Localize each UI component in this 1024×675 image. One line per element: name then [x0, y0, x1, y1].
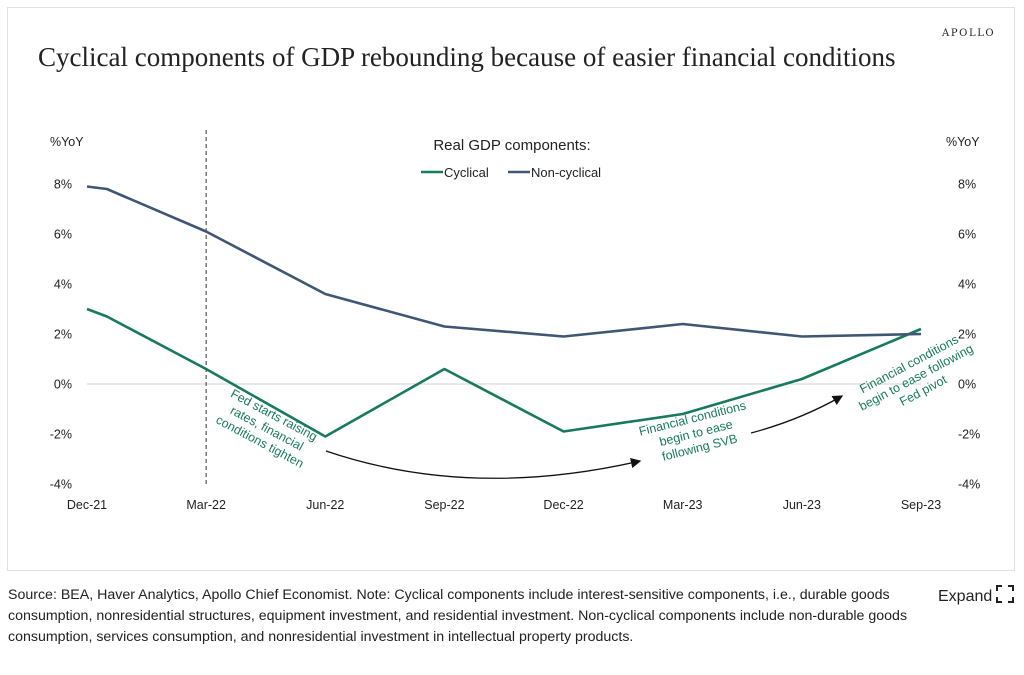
- y-tick-left: 0%: [54, 378, 72, 392]
- chart-card: [7, 7, 1015, 571]
- y-tick-right: 6%: [958, 228, 976, 242]
- x-tick-label: Jun-23: [783, 498, 821, 512]
- y-tick-right: 4%: [958, 278, 976, 292]
- y-tick-right: -4%: [958, 478, 980, 492]
- series-line-non-cyclical: [86, 185, 922, 338]
- legend-title: Real GDP components:: [433, 137, 590, 154]
- x-tick-label: Sep-23: [901, 498, 941, 512]
- y-tick-left: 4%: [54, 278, 72, 292]
- left-axis-unit: %YoY: [50, 135, 84, 149]
- x-tick-label: Mar-22: [186, 498, 226, 512]
- annotation-1: Fed starts raisingrates, financialcondit…: [214, 386, 321, 471]
- arrow-svb: [325, 450, 642, 479]
- y-tick-right: 2%: [958, 328, 976, 342]
- legend-label-cyclical: Cyclical: [444, 165, 489, 180]
- chart-svg: %YoY %YoY 8% 8% 6% 6% 4% 4% 2% 2% 0% 0% -2% -2% -4% -4%…: [50, 130, 980, 512]
- brand-logo: APOLLO: [942, 28, 996, 39]
- x-tick-label: Sep-22: [424, 498, 464, 512]
- source-note: Source: BEA, Haver Analytics, Apollo Chi…: [8, 587, 908, 645]
- x-tick-label: Dec-21: [67, 498, 107, 512]
- y-tick-right: -2%: [958, 428, 980, 442]
- x-tick-label: Dec-22: [543, 498, 583, 512]
- y-tick-right: 8%: [958, 178, 976, 192]
- legend-label-non-cyclical: Non-cyclical: [531, 165, 601, 180]
- y-tick-left: -4%: [50, 478, 72, 492]
- arrow-fed-pivot: [750, 395, 844, 434]
- y-tick-left: 8%: [54, 178, 72, 192]
- y-tick-left: -2%: [50, 428, 72, 442]
- expand-label[interactable]: Expand: [938, 587, 993, 605]
- chart-title: Cyclical components of GDP rebounding be…: [38, 42, 896, 72]
- x-tick-label: Mar-23: [663, 498, 703, 512]
- series-line-cyclical: [86, 307, 922, 438]
- y-tick-left: 6%: [54, 228, 72, 242]
- expand-button[interactable]: Expand: [938, 585, 1015, 608]
- expand-icon[interactable]: [996, 585, 1015, 608]
- y-tick-left: 2%: [54, 328, 72, 342]
- x-tick-label: Jun-22: [306, 498, 344, 512]
- y-tick-right: 0%: [958, 378, 976, 392]
- right-axis-unit: %YoY: [946, 135, 980, 149]
